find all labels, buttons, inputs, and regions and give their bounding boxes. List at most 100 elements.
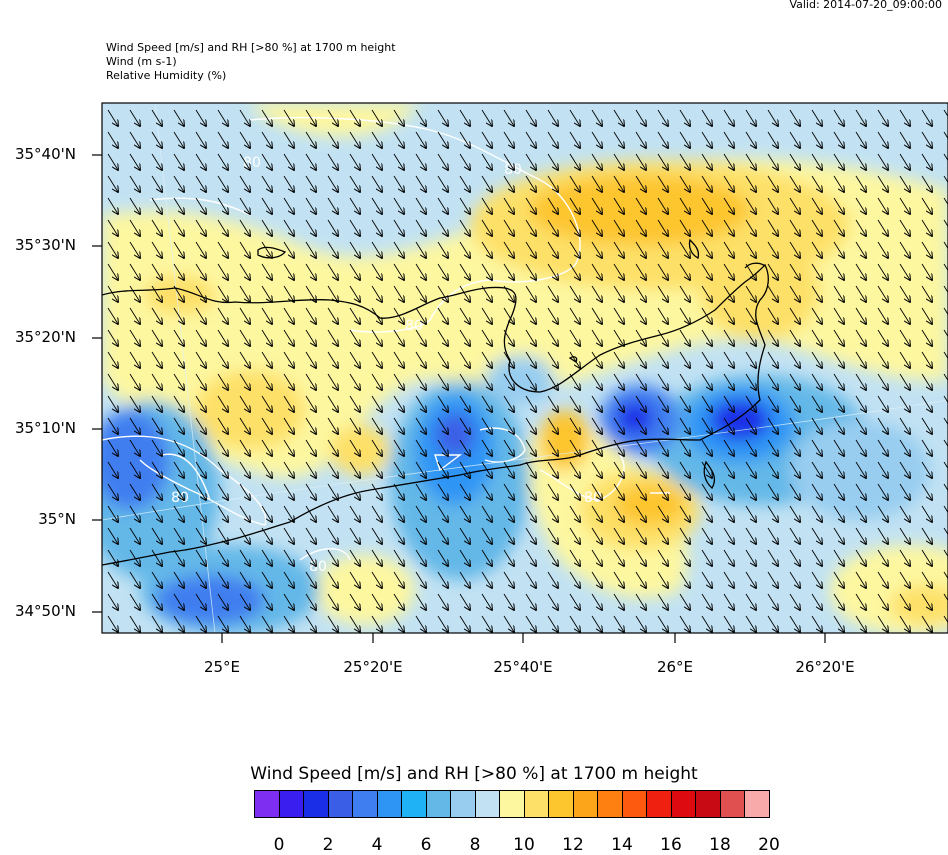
wind-arrow (921, 241, 932, 258)
wind-arrow (393, 329, 404, 346)
wind-arrow (635, 241, 646, 258)
wind-arrow (745, 571, 756, 588)
wind-arrow (833, 373, 844, 390)
wind-arrow (833, 615, 844, 632)
wind-arrow (239, 461, 250, 478)
wind-arrow (723, 417, 734, 434)
wind-arrow (151, 373, 162, 390)
colorbar-label: 0 (273, 835, 285, 855)
wind-arrow (767, 417, 778, 434)
wind-arrow (833, 109, 844, 126)
wind-arrow (195, 219, 206, 236)
wind-arrow (591, 395, 602, 412)
wind-arrow (261, 461, 272, 478)
wind-arrow (151, 351, 162, 368)
wind-arrow (481, 329, 492, 346)
wind-arrow (899, 439, 910, 456)
wind-arrow (899, 175, 910, 192)
wind-arrow (833, 351, 844, 368)
wind-arrow (107, 439, 118, 456)
wind-arrow (107, 109, 118, 126)
wind-arrow (195, 241, 206, 258)
wind-arrow (701, 263, 712, 280)
wind-arrow (613, 241, 624, 258)
wind-arrow (151, 219, 162, 236)
wind-arrow (195, 307, 206, 324)
wind-arrow (525, 417, 536, 434)
wind-arrow (481, 527, 492, 544)
wind-arrow (481, 571, 492, 588)
wind-arrow (283, 241, 294, 258)
wind-arrow (613, 329, 624, 346)
wind-arrow (899, 131, 910, 148)
wind-arrow (349, 307, 360, 324)
wind-arrow (107, 417, 118, 434)
wind-arrow (393, 593, 404, 610)
wind-arrow (855, 439, 866, 456)
wind-arrow (371, 439, 382, 456)
wind-arrow (547, 395, 558, 412)
wind-arrow (305, 219, 316, 236)
wind-arrow (701, 549, 712, 566)
wind-arrow (173, 549, 184, 566)
wind-arrow (569, 417, 580, 434)
wind-arrow (811, 131, 822, 148)
wind-arrow (591, 439, 602, 456)
wind-arrow (525, 505, 536, 522)
plot-subtitle-rh: Relative Humidity (%) (106, 69, 227, 82)
wind-arrow (415, 307, 426, 324)
wind-arrow (437, 417, 448, 434)
wind-arrow (679, 615, 690, 632)
wind-arrow (745, 219, 756, 236)
wind-arrow (173, 285, 184, 302)
wind-arrow (327, 439, 338, 456)
wind-arrow (547, 461, 558, 478)
wind-arrow (481, 461, 492, 478)
wind-arrow (635, 483, 646, 500)
wind-arrow (657, 241, 668, 258)
wind-arrow (261, 417, 272, 434)
wind-arrow (767, 373, 778, 390)
wind-arrow (349, 109, 360, 126)
wind-arrow (393, 219, 404, 236)
wind-arrow (921, 615, 932, 632)
wind-arrow (855, 109, 866, 126)
wind-arrow (283, 219, 294, 236)
wind-arrow (393, 307, 404, 324)
wind-arrow (591, 197, 602, 214)
wind-arrow (283, 505, 294, 522)
wind-arrow (481, 241, 492, 258)
wind-arrow (349, 329, 360, 346)
wind-arrow (635, 615, 646, 632)
wind-arrow (679, 417, 690, 434)
wind-arrow (393, 417, 404, 434)
wind-arrow (239, 373, 250, 390)
wind-arrow (305, 329, 316, 346)
wind-arrow (415, 549, 426, 566)
wind-arrow (679, 153, 690, 170)
wind-arrow (151, 109, 162, 126)
wind-arrow (481, 505, 492, 522)
wind-arrow (591, 351, 602, 368)
wind-arrow (547, 131, 558, 148)
wind-arrow (129, 219, 140, 236)
wind-arrow (305, 197, 316, 214)
wind-arrow (327, 395, 338, 412)
wind-arrow (877, 351, 888, 368)
wind-arrow (525, 527, 536, 544)
wind-arrow (569, 285, 580, 302)
wind-arrow (811, 483, 822, 500)
wind-arrow (899, 351, 910, 368)
wind-arrow (679, 373, 690, 390)
wind-arrow (393, 615, 404, 632)
wind-arrow (327, 219, 338, 236)
wind-arrow (679, 109, 690, 126)
wind-arrow (547, 241, 558, 258)
wind-arrow (569, 615, 580, 632)
wind-arrow (789, 131, 800, 148)
wind-arrow (525, 307, 536, 324)
wind-arrow (789, 241, 800, 258)
wind-arrow (195, 175, 206, 192)
wind-arrow (547, 439, 558, 456)
wind-arrow (679, 219, 690, 236)
